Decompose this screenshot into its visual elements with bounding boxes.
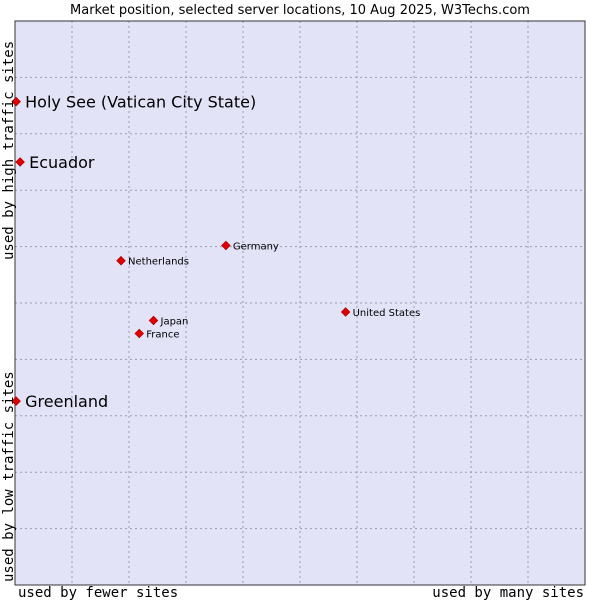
point-marker-united-states xyxy=(340,307,351,317)
point-label-germany: Germany xyxy=(233,241,279,252)
y-axis-label-high: used by high traffic sites xyxy=(1,41,17,260)
point-marker-greenland xyxy=(11,396,21,406)
point-marker-france xyxy=(134,328,145,339)
point-label-japan: Japan xyxy=(160,316,189,327)
point-label-greenland: Greenland xyxy=(25,392,108,411)
point-label-holy-see-vatican-city-state: Holy See (Vatican City State) xyxy=(25,93,256,112)
chart-title: Market position, selected server locatio… xyxy=(70,3,530,18)
point-marker-japan xyxy=(148,315,159,326)
y-axis-label-low: used by low traffic sites xyxy=(1,371,17,582)
point-label-netherlands: Netherlands xyxy=(128,257,189,268)
point-label-ecuador: Ecuador xyxy=(29,153,95,172)
grid xyxy=(15,21,585,585)
x-axis-label-many: used by many sites xyxy=(432,585,584,600)
point-marker-netherlands xyxy=(116,255,126,266)
plot-border xyxy=(14,20,586,586)
data-points: Holy See (Vatican City State) Ecuador Germ… xyxy=(11,93,421,411)
point-label-united-states: United States xyxy=(353,308,421,319)
point-marker-holy-see-vatican-city-state xyxy=(11,96,21,107)
x-axis-label-fewer: used by fewer sites xyxy=(18,585,178,600)
point-marker-germany xyxy=(221,240,231,251)
point-marker-ecuador xyxy=(15,157,25,167)
point-label-france: France xyxy=(146,329,179,340)
